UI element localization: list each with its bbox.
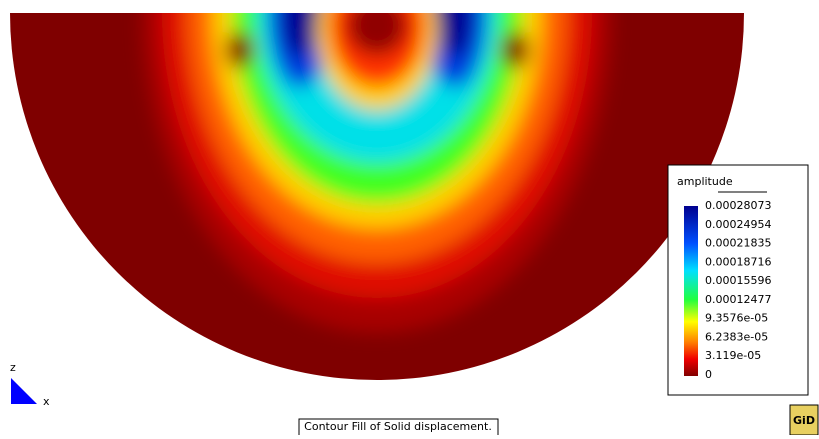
caption: Contour Fill of Solid displacement. <box>304 420 492 433</box>
legend-title: amplitude <box>677 175 733 188</box>
legend: amplitude 0.00028073 0.00024954 0.00021835… <box>667 164 809 396</box>
legend-label: 0.00015596 <box>705 274 771 287</box>
logo: GiD <box>793 414 815 427</box>
legend-label: 0.00012477 <box>705 293 771 306</box>
axis-triad: z x <box>10 361 50 408</box>
legend-label: 3.119e-05 <box>705 349 761 362</box>
legend-label: 0.00028073 <box>705 199 771 212</box>
legend-label: 9.3576e-05 <box>705 312 768 325</box>
legend-label: 0.00024954 <box>705 218 771 231</box>
z-axis-label: z <box>10 361 16 374</box>
color-bar <box>684 206 698 376</box>
legend-label: 0.00021835 <box>705 237 771 250</box>
logo-box <box>789 404 819 436</box>
contour-plot <box>10 13 744 380</box>
legend-label: 0.00018716 <box>705 255 771 268</box>
legend-label: 0 <box>705 368 712 381</box>
x-axis-label: x <box>43 395 50 408</box>
axis-icon <box>11 378 37 404</box>
legend-label: 6.2383e-05 <box>705 330 768 343</box>
